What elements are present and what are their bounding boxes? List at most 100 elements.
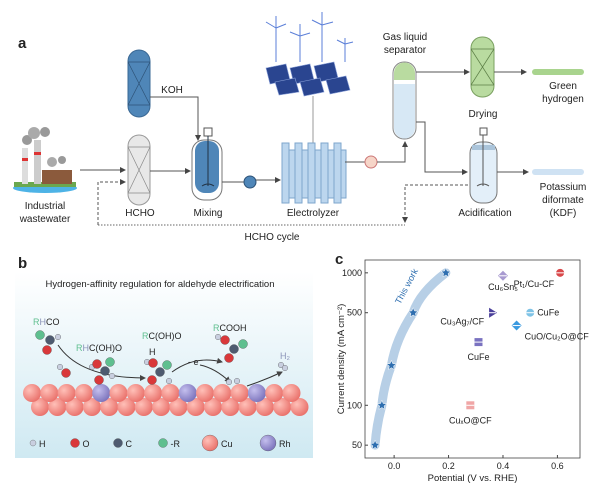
species-r: R xyxy=(213,323,220,333)
c-atom xyxy=(229,344,239,354)
koh-tank-icon xyxy=(127,49,151,118)
this-work-point xyxy=(385,359,397,371)
legend-label: H xyxy=(39,439,46,449)
h-atom xyxy=(215,334,221,340)
y-tick-label: 100 xyxy=(347,400,362,410)
this-work-point xyxy=(407,307,419,318)
o-atom xyxy=(42,345,52,355)
green-label: Green xyxy=(549,81,577,92)
electron-label: - e⁻ xyxy=(188,357,204,367)
species-r: R xyxy=(33,317,40,327)
this-work-point xyxy=(369,439,381,450)
y-tick-label: 1000 xyxy=(342,268,362,278)
kdf-label-2: diformate xyxy=(542,195,584,206)
cu-atom xyxy=(82,398,101,416)
reference-label: Cu₃Ag₇/CF xyxy=(440,317,484,327)
h-atom xyxy=(282,365,288,371)
y-tick-label: 500 xyxy=(347,308,362,318)
svg-text:RHCO: RHCO xyxy=(33,317,60,327)
cu-atom xyxy=(213,384,232,402)
c-atom xyxy=(155,367,165,377)
rh-atom xyxy=(92,384,111,402)
legend-label: C xyxy=(126,439,133,449)
panel-b-title: Hydrogen-affinity regulation for aldehyd… xyxy=(45,279,274,290)
cu-atom xyxy=(74,384,93,402)
drying-tower-icon xyxy=(470,36,495,98)
drying-label: Drying xyxy=(469,109,498,120)
mixing-vessel-icon xyxy=(191,127,223,201)
hcho-tank-icon xyxy=(127,134,151,206)
atom-legend: H O C -R Cu Rh xyxy=(29,434,291,452)
kdf-label-1: Potassium xyxy=(540,182,587,193)
cu-atom xyxy=(221,398,240,416)
cu-atom xyxy=(23,384,41,402)
svg-text:RCOOH: RCOOH xyxy=(213,323,247,333)
h-atom xyxy=(278,362,284,368)
cu-atom xyxy=(282,384,301,402)
catalyst-surface xyxy=(23,384,309,416)
acidification-label: Acidification xyxy=(458,208,511,219)
reference-label: CuFe xyxy=(537,308,559,318)
this-work-point xyxy=(440,267,452,278)
panel-a-label: a xyxy=(18,35,27,52)
o-atom xyxy=(147,375,157,385)
hcho-cycle-label: HCHO cycle xyxy=(244,232,299,243)
cu-atom xyxy=(186,398,205,416)
cu-atom xyxy=(57,384,76,402)
cu-atom xyxy=(40,384,59,402)
cu-atom xyxy=(290,398,309,416)
c-atom xyxy=(45,335,55,345)
o-atom xyxy=(94,375,104,385)
legend-swatch xyxy=(201,434,219,452)
x-tick-label: 0.0 xyxy=(388,461,401,471)
this-work-band xyxy=(370,268,451,450)
reference-label: Cu₆Sn₅ xyxy=(488,282,518,292)
legend-swatch xyxy=(158,438,168,448)
cu-atom xyxy=(65,398,84,416)
species-rest: CO xyxy=(46,317,60,327)
cu-atom xyxy=(273,398,292,416)
r-atom xyxy=(238,339,248,349)
r-atom xyxy=(35,330,45,340)
legend-swatch xyxy=(29,439,37,447)
legend-label: Rh xyxy=(279,439,291,449)
x-tick-label: 0.2 xyxy=(442,461,455,471)
cu-atom xyxy=(230,384,249,402)
pump-icon xyxy=(364,155,378,169)
plot-frame xyxy=(364,259,581,459)
species-h: H xyxy=(149,347,156,357)
h-atom xyxy=(166,378,172,384)
h-atom xyxy=(55,334,61,340)
separator-label-2: separator xyxy=(384,45,427,56)
electrolyzer-icon xyxy=(281,142,347,204)
molecules xyxy=(35,330,288,385)
cu-atom xyxy=(31,398,49,416)
wastewater-label: wastewater xyxy=(19,214,71,225)
panel-c-label: c xyxy=(335,251,343,268)
industrial-label: Industrial xyxy=(25,201,66,212)
species-rest: C(OH)O xyxy=(89,343,122,353)
y-axis-label: Current density (mA cm⁻²) xyxy=(336,304,347,415)
cu-atom xyxy=(169,398,188,416)
cu-atom xyxy=(238,398,257,416)
h-atom xyxy=(234,378,240,384)
legend-swatch xyxy=(113,438,123,448)
koh-label: KOH xyxy=(161,85,183,96)
cu-atom xyxy=(196,384,214,402)
h-atom xyxy=(57,364,63,370)
r-atom xyxy=(162,360,172,370)
legend-swatch xyxy=(259,434,277,452)
legend-label: O xyxy=(83,439,90,449)
separator-label-1: Gas liquid xyxy=(383,32,427,43)
pump-icon xyxy=(243,175,257,189)
acidification-vessel-icon xyxy=(469,127,498,204)
svg-text:RHC(OH)O: RHC(OH)O xyxy=(76,343,122,353)
o-atom xyxy=(148,358,158,368)
h2-label: H₂ xyxy=(280,351,290,361)
rh-atom xyxy=(247,384,266,402)
reference-label: CuO/Cu₂O@CF xyxy=(525,332,590,342)
cu-atom xyxy=(109,384,128,402)
panel-c-chart: c 0.0 0.2 0.4 0.6 50 100 500 1000 Potential (V v… xyxy=(335,251,589,484)
panel-b: b Hydrogen-affinity regulation for aldeh… xyxy=(15,255,313,458)
species-h: H xyxy=(83,343,90,353)
